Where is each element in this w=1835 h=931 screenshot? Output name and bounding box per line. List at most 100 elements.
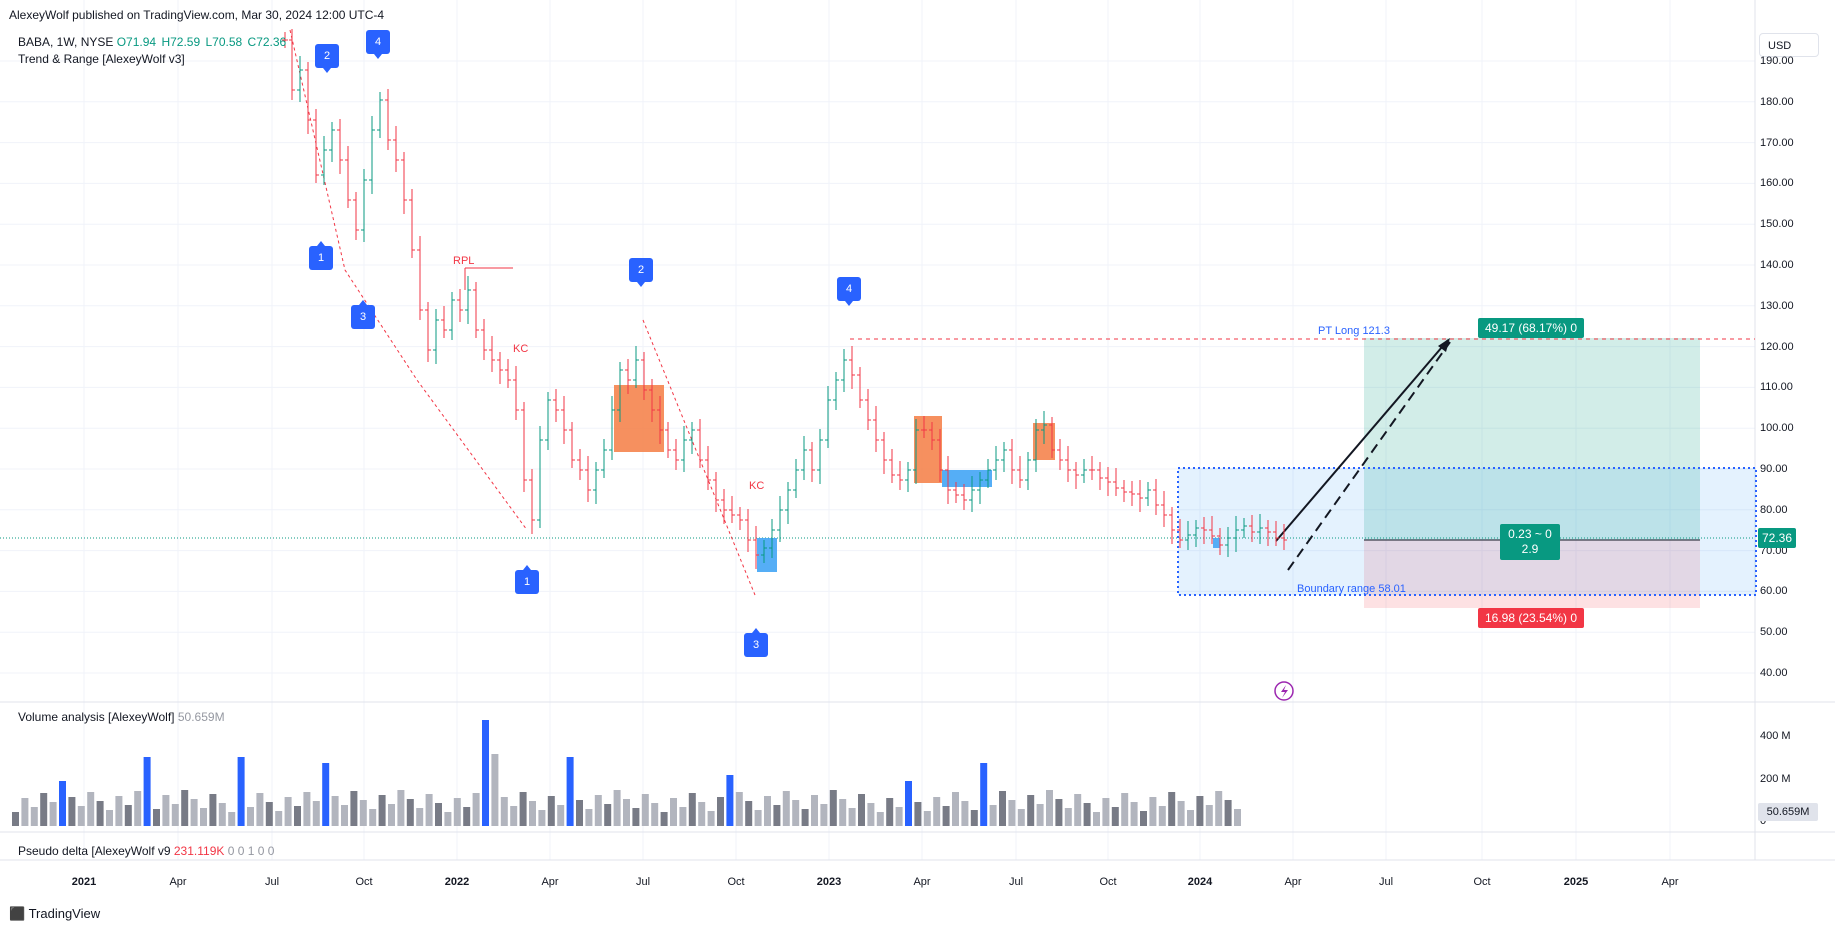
price-bar (1041, 411, 1047, 444)
wave-marker[interactable]: 4 (366, 30, 390, 59)
range-box (614, 385, 664, 452)
delta-legend[interactable]: Pseudo delta [AlexeyWolf v9 231.119K 0 0… (18, 844, 274, 858)
stop-badge[interactable]: 16.98 (23.54%) 0 (1478, 608, 1584, 628)
price-bar (1121, 480, 1127, 502)
volume-bar (1158, 806, 1166, 826)
price-bar (521, 402, 527, 492)
volume-bar (688, 793, 696, 826)
price-bar (689, 422, 695, 454)
price-bar (873, 406, 879, 452)
wave-marker[interactable]: 3 (351, 300, 375, 329)
price-bar (881, 432, 887, 474)
volume-bar (1036, 804, 1044, 826)
price-bar (1257, 514, 1263, 544)
projection-arrow-dashed (1287, 341, 1451, 571)
range-box (942, 470, 992, 487)
volume-bar (980, 763, 988, 826)
price-bar (1129, 481, 1135, 506)
price-bar (1161, 491, 1167, 527)
volume-bar (792, 800, 800, 826)
symbol-legend[interactable]: BABA, 1W, NYSE O71.94 H72.59 L70.58 C72.… (18, 35, 288, 49)
price-bar (1193, 520, 1199, 547)
low-value: L70.58 (205, 35, 243, 49)
price-bar (833, 372, 839, 410)
last-price-badge: 72.36 (1758, 528, 1796, 548)
volume-axis-label: 400 M (1760, 730, 1791, 742)
volume-bar (698, 802, 706, 826)
indicator-legend[interactable]: Trend & Range [AlexeyWolf v3] (18, 52, 185, 66)
price-bar (625, 359, 631, 394)
volume-bar (388, 804, 395, 826)
wave-marker[interactable]: 1 (309, 241, 333, 270)
price-bar (481, 319, 487, 360)
price-bar (282, 32, 288, 48)
price-bar (1217, 528, 1223, 555)
rr-top: 0.23 ~ 0 (1508, 527, 1552, 541)
volume-bar (228, 812, 236, 826)
time-axis-label: Jul (1008, 876, 1024, 888)
currency-selector[interactable]: USD (1759, 33, 1819, 57)
kc-label: KC (749, 480, 765, 492)
price-bar (945, 456, 951, 504)
price-bar (801, 436, 807, 480)
price-bar (385, 89, 391, 150)
volume-bar (942, 806, 950, 826)
price-bar (369, 116, 375, 194)
volume-bar (341, 805, 348, 826)
risk-reward-badge[interactable]: 0.23 ~ 0 2.9 (1500, 524, 1560, 560)
price-bar (337, 119, 343, 174)
volume-bar (952, 792, 959, 826)
wave-marker[interactable]: 2 (629, 258, 653, 287)
volume-bar (547, 796, 555, 826)
price-bar (577, 449, 583, 480)
price-bar (561, 396, 567, 444)
volume-bar (1111, 807, 1119, 826)
price-bar (537, 426, 543, 528)
target-badge[interactable]: 49.17 (68.17%) 0 (1478, 318, 1584, 338)
price-bar (697, 419, 703, 468)
price-bar (321, 136, 327, 185)
volume-bar (670, 798, 677, 826)
volume-bar (134, 791, 142, 826)
wave-marker[interactable]: 1 (515, 565, 539, 594)
delta-value: 231.119K (173, 844, 225, 858)
price-bar (529, 469, 535, 534)
volume-bar (237, 757, 245, 826)
volume-bar (1140, 811, 1147, 826)
price-bar (921, 416, 927, 438)
volume-legend[interactable]: Volume analysis [AlexeyWolf] 50.659M (18, 710, 225, 724)
volume-bar (905, 781, 912, 826)
volume-bar (294, 806, 301, 826)
volume-bar (604, 804, 612, 826)
range-box (914, 416, 942, 483)
wave-marker[interactable]: 2 (315, 44, 339, 73)
price-bar (793, 459, 799, 498)
tradingview-logo-icon: ⬛ (9, 906, 26, 921)
price-bar (641, 352, 647, 400)
price-bar (889, 449, 895, 483)
tradingview-logo[interactable]: ⬛ TradingView (9, 906, 100, 922)
price-bar (1073, 462, 1079, 489)
volume-bar (876, 812, 884, 826)
volume-bar (444, 812, 452, 826)
volume-bar (115, 796, 123, 826)
price-bar (1209, 516, 1215, 544)
price-bar (489, 336, 495, 372)
volume-bar (914, 802, 922, 826)
volume-bar (576, 800, 583, 826)
volume-bar (895, 807, 903, 826)
wave-marker[interactable]: 4 (837, 277, 861, 306)
volume-bar (933, 797, 941, 826)
price-bar (1273, 521, 1279, 546)
high-value: H72.59 (161, 35, 201, 49)
wave-marker[interactable]: 3 (744, 628, 768, 657)
price-bar (1081, 459, 1087, 483)
price-bar (785, 482, 791, 524)
volume-axis-label: 0 (1760, 815, 1767, 827)
volume-bar (858, 794, 865, 826)
price-bar (713, 472, 719, 512)
price-bar (817, 429, 823, 484)
volume-bar (265, 802, 273, 826)
volume-bar (378, 795, 386, 826)
